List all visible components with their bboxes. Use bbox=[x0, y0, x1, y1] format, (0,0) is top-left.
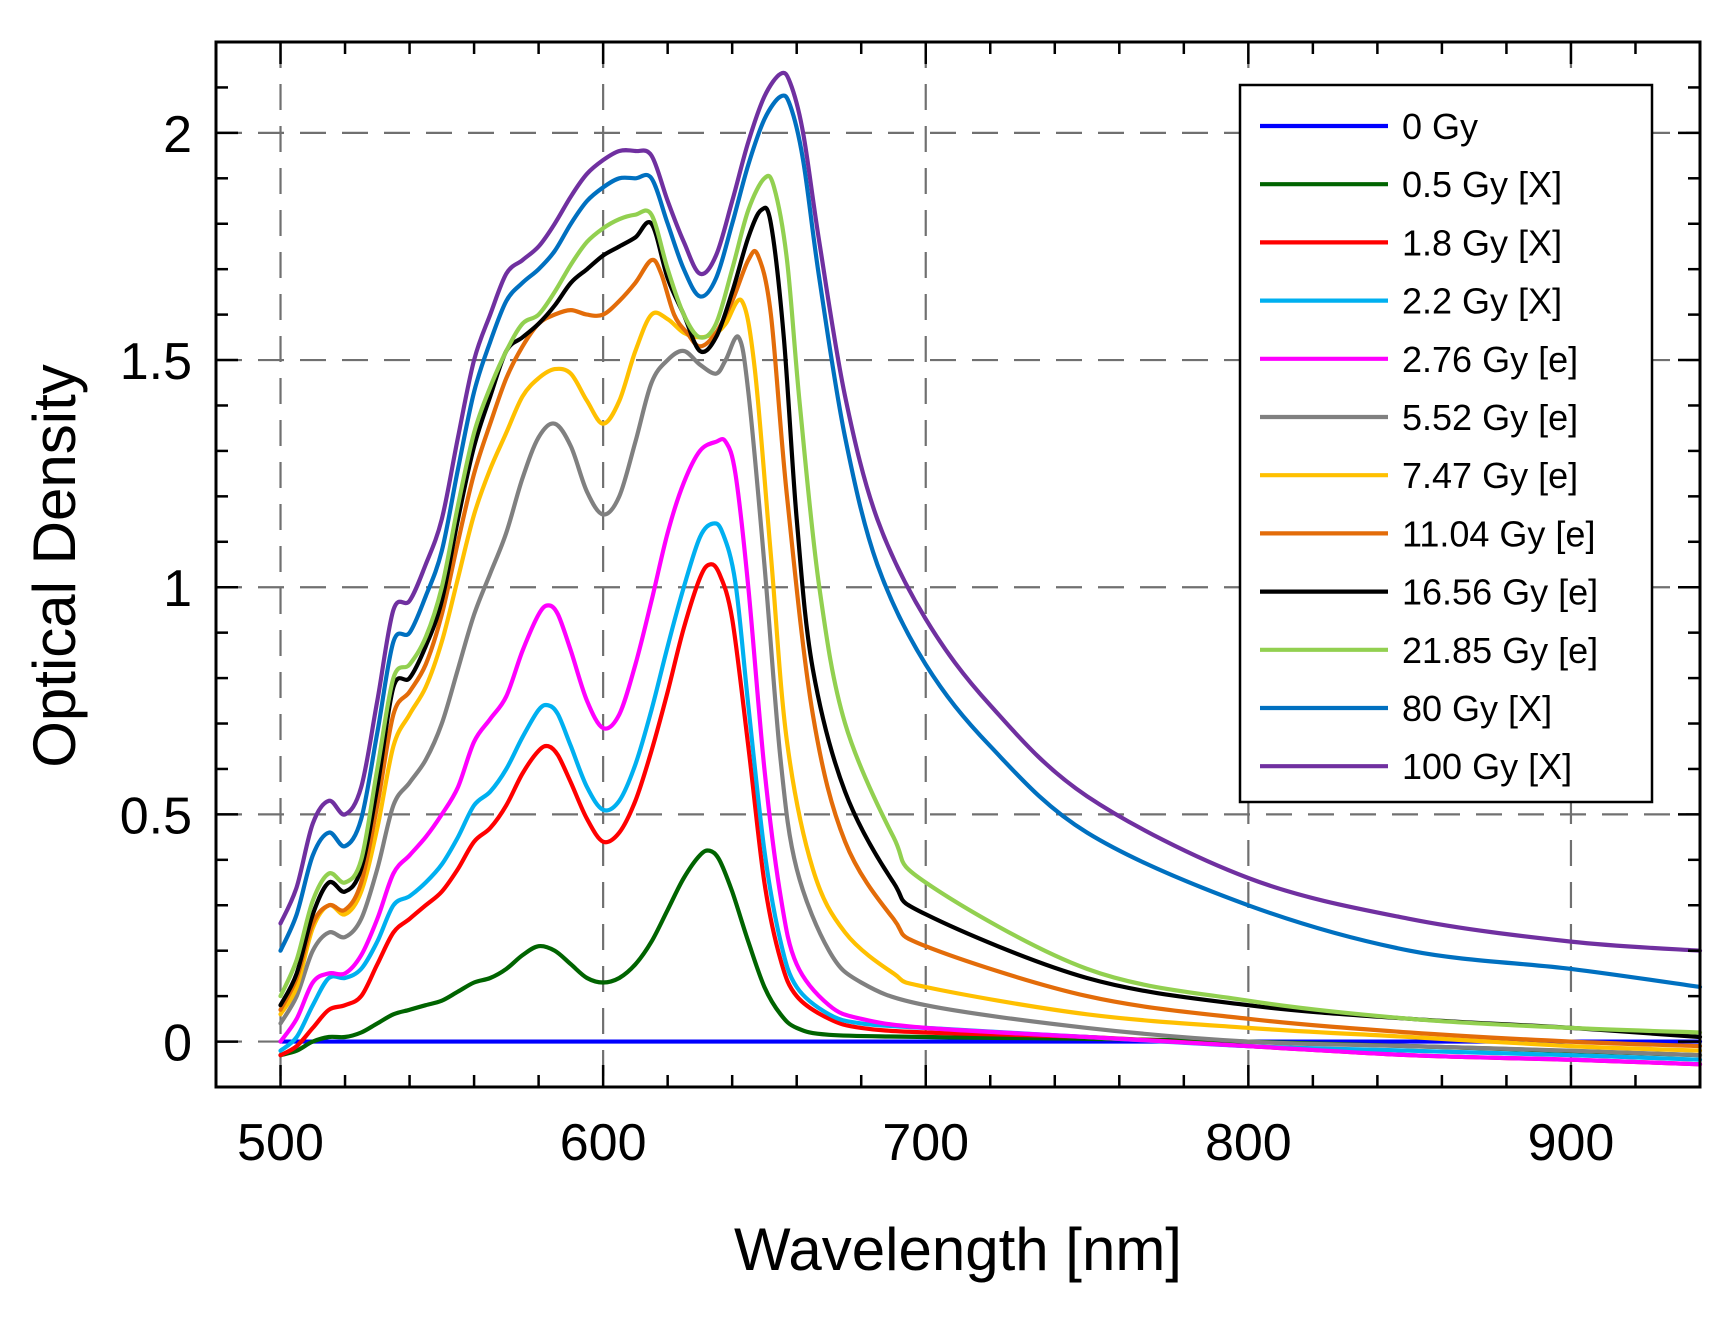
plot-series bbox=[278, 70, 1703, 1067]
legend-box bbox=[1238, 83, 1654, 804]
series-line-9 bbox=[278, 173, 1703, 1035]
series-line-8 bbox=[278, 205, 1703, 1040]
series-line-4 bbox=[278, 437, 1703, 1067]
series-line-10 bbox=[278, 93, 1703, 990]
legend-label-10: 80 Gy [X] bbox=[1402, 688, 1552, 729]
x-tick-label-500: 500 bbox=[237, 1114, 324, 1172]
legend-label-1: 0.5 Gy [X] bbox=[1402, 164, 1562, 205]
series-line-11 bbox=[278, 70, 1703, 953]
y-tick-label-0: 0 bbox=[163, 1015, 192, 1073]
x-tick-labels: 500 600 700 800 900 bbox=[237, 1114, 1614, 1172]
x-axis-title: Wavelength [nm] bbox=[734, 1216, 1182, 1283]
series-line-5 bbox=[278, 334, 1703, 1058]
y-tick-label-1_5: 1.5 bbox=[120, 333, 192, 391]
legend-label-2: 1.8 Gy [X] bbox=[1402, 222, 1562, 263]
x-tick-label-700: 700 bbox=[882, 1114, 969, 1172]
legend-label-6: 7.47 Gy [e] bbox=[1402, 455, 1578, 496]
legend-label-9: 21.85 Gy [e] bbox=[1402, 630, 1598, 671]
legend-label-0: 0 Gy bbox=[1402, 106, 1478, 147]
legend-label-8: 16.56 Gy [e] bbox=[1402, 572, 1598, 613]
x-tick-label-800: 800 bbox=[1205, 1114, 1292, 1172]
series-line-2 bbox=[278, 562, 1703, 1067]
legend-label-7: 11.04 Gy [e] bbox=[1402, 513, 1595, 554]
legend-label-3: 2.2 Gy [X] bbox=[1402, 281, 1562, 322]
plot-frame bbox=[214, 40, 1702, 1089]
series-line-7 bbox=[278, 248, 1703, 1049]
x-tick-label-900: 900 bbox=[1528, 1114, 1615, 1172]
y-tick-label-0_5: 0.5 bbox=[120, 787, 192, 845]
y-tick-label-1: 1 bbox=[163, 560, 192, 618]
x-tick-label-600: 600 bbox=[560, 1114, 647, 1172]
y-tick-label-2: 2 bbox=[163, 106, 192, 164]
y-axis-title: Optical Density bbox=[21, 364, 88, 767]
legend-label-5: 5.52 Gy [e] bbox=[1402, 397, 1578, 438]
legend-label-11: 100 Gy [X] bbox=[1402, 746, 1572, 787]
y-tick-labels: 0 0.5 1 1.5 2 bbox=[120, 106, 192, 1073]
legend: 0 Gy 0.5 Gy [X] 1.8 Gy [X] 2.2 Gy [X] 2.76 G… bbox=[1238, 83, 1654, 804]
series-line-1 bbox=[278, 848, 1703, 1058]
series-line-6 bbox=[278, 297, 1703, 1053]
axis-ticks bbox=[216, 40, 1702, 1089]
legend-label-4: 2.76 Gy [e] bbox=[1402, 339, 1578, 380]
